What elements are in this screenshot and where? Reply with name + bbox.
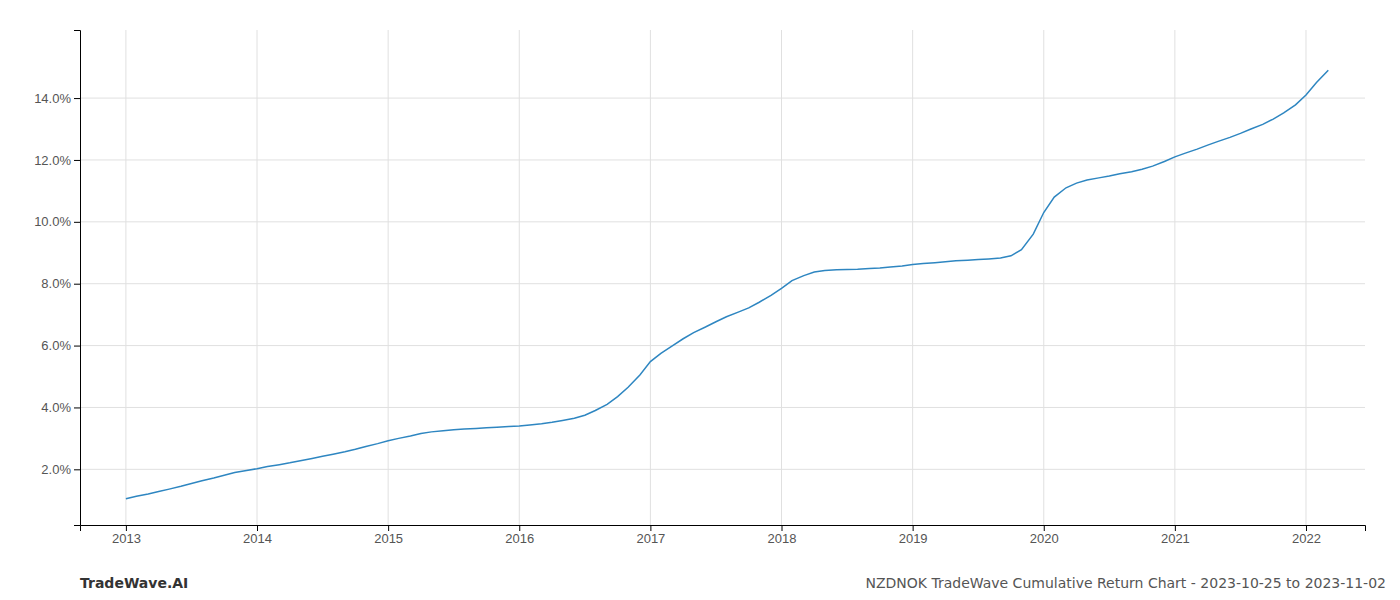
chart: 2013 2014 2015 2016 2017 2018 2019 2020 2021 2022… <box>0 0 1400 600</box>
x-tick-mark <box>1306 525 1307 531</box>
x-tick: 2017 <box>636 525 665 546</box>
y-axis-line <box>74 31 81 526</box>
y-tick-mark <box>74 160 80 161</box>
y-tick-label: 4.0% <box>41 400 71 415</box>
plot-area: 2013 2014 2015 2016 2017 2018 2019 2020 2021 2022… <box>34 30 1365 546</box>
x-tick-mark <box>1175 525 1176 531</box>
x-tick-label: 2022 <box>1292 531 1321 546</box>
y-tick-mark <box>74 284 80 285</box>
y-axis: 2.0% 4.0% 6.0% 8.0% 10.0% 12.0% 14.0% <box>34 31 80 526</box>
x-tick: 2014 <box>243 525 272 546</box>
y-tick: 12.0% <box>34 153 80 168</box>
grid-line <box>80 221 1365 222</box>
x-tick-label: 2020 <box>1030 531 1059 546</box>
x-tick-mark <box>257 525 258 531</box>
grid-line <box>519 30 520 525</box>
grid-line <box>80 345 1365 346</box>
x-tick: 2021 <box>1161 525 1190 546</box>
y-tick-label: 2.0% <box>41 462 71 477</box>
y-tick-mark <box>74 469 80 470</box>
y-tick: 14.0% <box>34 91 80 106</box>
grid <box>80 30 1365 525</box>
grid-line <box>1305 30 1306 525</box>
x-tick: 2015 <box>374 525 403 546</box>
y-tick: 2.0% <box>41 462 80 477</box>
x-tick: 2018 <box>768 525 797 546</box>
line <box>126 70 1328 498</box>
x-tick: 2019 <box>899 525 928 546</box>
y-tick-mark <box>74 407 80 408</box>
y-tick-mark <box>74 98 80 99</box>
x-tick-label: 2019 <box>899 531 928 546</box>
x-tick-label: 2016 <box>505 531 534 546</box>
x-tick-mark <box>126 525 127 531</box>
x-tick: 2022 <box>1292 525 1321 546</box>
x-tick-label: 2013 <box>112 531 141 546</box>
x-tick-label: 2018 <box>768 531 797 546</box>
grid-line <box>80 407 1365 408</box>
grid-line <box>80 469 1365 470</box>
grid-line <box>650 30 651 525</box>
marks <box>126 70 1328 498</box>
grid-line <box>80 159 1365 160</box>
y-tick-mark <box>74 222 80 223</box>
y-tick: 8.0% <box>41 276 80 291</box>
x-tick: 2020 <box>1030 525 1059 546</box>
grid-line <box>1043 30 1044 525</box>
x-tick-mark <box>913 525 914 531</box>
x-tick-label: 2015 <box>374 531 403 546</box>
y-tick-mark <box>74 346 80 347</box>
y-tick-label: 12.0% <box>34 153 71 168</box>
x-axis-line <box>81 526 1366 532</box>
grid-line <box>388 30 389 525</box>
footer-left: TradeWave.AI <box>80 575 188 591</box>
x-tick-label: 2017 <box>636 531 665 546</box>
grid-line <box>125 30 126 525</box>
y-tick: 4.0% <box>41 400 80 415</box>
grid-line <box>1174 30 1175 525</box>
grid-line <box>80 98 1365 99</box>
x-axis: 2013 2014 2015 2016 2017 2018 2019 2020 2021 2022 <box>81 525 1366 546</box>
footer: TradeWave.AI NZDNOK TradeWave Cumulative … <box>80 575 1386 591</box>
footer-right: NZDNOK TradeWave Cumulative Return Chart… <box>865 575 1386 591</box>
grid-line <box>80 283 1365 284</box>
y-tick: 6.0% <box>41 338 80 353</box>
x-tick-mark <box>650 525 651 531</box>
y-tick-label: 10.0% <box>34 214 71 229</box>
x-tick-mark <box>1044 525 1045 531</box>
x-tick-mark <box>388 525 389 531</box>
x-tick-label: 2014 <box>243 531 272 546</box>
grid-line <box>781 30 782 525</box>
grid-line <box>912 30 913 525</box>
y-tick-label: 6.0% <box>41 338 71 353</box>
x-tick-mark <box>519 525 520 531</box>
x-tick: 2016 <box>505 525 534 546</box>
x-tick-label: 2021 <box>1161 531 1190 546</box>
x-tick-mark <box>782 525 783 531</box>
grid-line <box>257 30 258 525</box>
x-tick: 2013 <box>112 525 141 546</box>
y-tick: 10.0% <box>34 214 80 229</box>
y-tick-label: 14.0% <box>34 91 71 106</box>
y-tick-label: 8.0% <box>41 276 71 291</box>
